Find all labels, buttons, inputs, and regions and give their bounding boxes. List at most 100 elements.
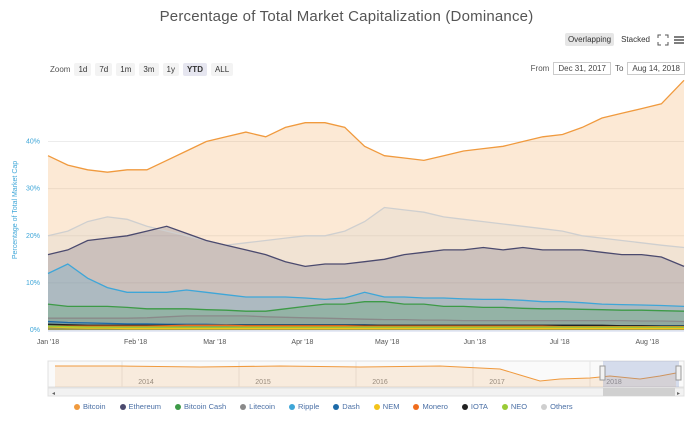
navigator-selection[interactable]	[603, 361, 679, 387]
series-line-bitcoin-cash[interactable]	[47, 301, 685, 312]
series-line-bitcoin[interactable]	[47, 79, 685, 173]
x-axis-ticks: Jan '18 Feb '18 Mar '18 Apr '18 May '18 Jun '…	[37, 330, 684, 346]
series-area-bitcoin	[48, 80, 684, 330]
x-tick-label: Jun '18	[464, 339, 486, 346]
navigator-year-label: 2017	[489, 379, 505, 386]
legend-label: IOTA	[470, 402, 488, 411]
scrollbar-thumb[interactable]	[603, 388, 675, 396]
series-lines	[47, 79, 685, 330]
zoom-1m-button[interactable]: 1m	[116, 63, 136, 76]
legend-item-nem[interactable]: NEM	[373, 402, 400, 411]
scrollbar-track[interactable]	[47, 387, 685, 397]
legend-label: Bitcoin Cash	[184, 402, 227, 411]
chart-title: Percentage of Total Market Capitalizatio…	[159, 8, 534, 25]
legend-label: NEO	[510, 402, 528, 411]
legend-label: Bitcoin	[83, 402, 106, 411]
navigator: 2014 2015 2016 2017 2018 ◂ ▸	[47, 360, 685, 397]
date-range: From Dec 31, 2017 To Aug 14, 2018	[531, 62, 685, 75]
legend-item-monero[interactable]: Monero	[413, 402, 448, 411]
legend-item-iota[interactable]: IOTA	[461, 402, 488, 411]
from-date-input[interactable]: Dec 31, 2017	[553, 62, 611, 75]
y-tick-label: 0%	[30, 327, 40, 334]
zoom-label: Zoom	[50, 65, 71, 74]
scroll-left-arrow-icon[interactable]: ◂	[52, 391, 55, 397]
navigator-year-label: 2015	[255, 379, 271, 386]
legend-item-ripple[interactable]: Ripple	[289, 402, 319, 411]
series-line-ethereum[interactable]	[47, 225, 685, 268]
legend-marker	[333, 403, 340, 410]
legend-marker	[289, 403, 296, 410]
legend-label: Dash	[342, 402, 360, 411]
navigator-handle-right[interactable]	[675, 365, 682, 381]
series-area-ethereum	[48, 226, 684, 330]
legend-label: NEM	[382, 402, 400, 411]
view-controls: Overlapping Stacked	[564, 33, 685, 46]
from-label: From	[530, 64, 550, 73]
legend-marker	[74, 403, 80, 410]
navigator-track	[47, 360, 685, 388]
series-areas	[48, 80, 684, 330]
zoom-1d-button[interactable]: 1d	[74, 63, 92, 76]
x-tick-label: Feb '18	[124, 339, 147, 346]
fullscreen-icon[interactable]	[657, 34, 669, 46]
overlapping-button[interactable]: Overlapping	[564, 33, 615, 46]
series-area-others	[48, 207, 684, 330]
navigator-line	[55, 365, 677, 382]
series-area-ripple	[48, 264, 684, 330]
legend-item-bitcoin-cash[interactable]: Bitcoin Cash	[175, 402, 226, 411]
legend-marker	[541, 403, 548, 410]
legend-item-ethereum[interactable]: Ethereum	[119, 402, 162, 411]
zoom-7d-button[interactable]: 7d	[95, 63, 113, 76]
legend: Bitcoin Ethereum Bitcoin Cash Litecoin Rippl…	[74, 402, 573, 411]
y-tick-label: 30%	[26, 186, 40, 193]
legend-marker	[373, 403, 380, 410]
x-tick-label: Jul '18	[550, 339, 570, 346]
legend-marker	[175, 403, 182, 410]
series-line-nem[interactable]	[47, 326, 684, 330]
legend-marker	[240, 403, 247, 410]
x-tick-label: Aug '18	[635, 339, 659, 346]
x-tick-label: Apr '18	[291, 339, 313, 346]
zoom-3m-button[interactable]: 3m	[139, 63, 159, 76]
legend-item-bitcoin[interactable]: Bitcoin	[74, 402, 106, 411]
legend-marker	[413, 403, 420, 410]
legend-label: Ethereum	[128, 402, 162, 411]
series-line-others[interactable]	[47, 206, 685, 249]
zoom-ytd-button[interactable]: YTD	[182, 63, 207, 76]
x-tick-label: May '18	[375, 339, 399, 346]
legend-label: Others	[550, 402, 573, 411]
series-line-litecoin[interactable]	[48, 315, 685, 323]
scroll-right-arrow-icon[interactable]: ▸	[677, 391, 680, 397]
zoom-row: Zoom 1d 7d 1m 3m 1y YTD ALL	[50, 63, 234, 76]
series-line-iota[interactable]	[47, 323, 684, 327]
grid-lines	[48, 141, 684, 331]
y-tick-label: 40%	[26, 139, 40, 146]
series-line-ripple[interactable]	[47, 263, 685, 308]
zoom-1y-button[interactable]: 1y	[162, 63, 179, 76]
to-label: To	[614, 64, 624, 73]
to-date-input[interactable]: Aug 14, 2018	[627, 62, 685, 75]
series-line-neo[interactable]	[47, 325, 684, 328]
x-tick-label: Jan '18	[37, 339, 59, 346]
x-tick-label: Mar '18	[203, 339, 226, 346]
legend-item-neo[interactable]: NEO	[501, 402, 528, 411]
legend-label: Litecoin	[249, 402, 276, 411]
y-axis-ticks: 0% 10% 20% 30% 40%	[26, 139, 40, 334]
y-axis-label: Percentage of Total Market Cap	[12, 161, 19, 259]
dominance-chart: 0% 10% 20% 30% 40% Jan '18 Feb '18 Mar '18 Apr …	[12, 79, 685, 397]
navigator-year-label: 2014	[138, 379, 154, 386]
y-tick-label: 10%	[26, 280, 40, 287]
menu-icon[interactable]	[673, 34, 685, 46]
zoom-all-button[interactable]: ALL	[210, 63, 234, 76]
navigator-handle-left[interactable]	[599, 365, 606, 381]
stacked-button[interactable]: Stacked	[621, 35, 650, 44]
navigator-year-label: 2016	[372, 379, 388, 386]
y-tick-label: 20%	[26, 233, 40, 240]
legend-item-litecoin[interactable]: Litecoin	[240, 402, 275, 411]
navigator-year-label: 2018	[606, 379, 622, 386]
legend-marker	[501, 403, 508, 410]
legend-item-dash[interactable]: Dash	[333, 402, 360, 411]
legend-marker	[119, 403, 126, 410]
legend-label: Monero	[422, 402, 448, 411]
legend-item-others[interactable]: Others	[541, 402, 573, 411]
